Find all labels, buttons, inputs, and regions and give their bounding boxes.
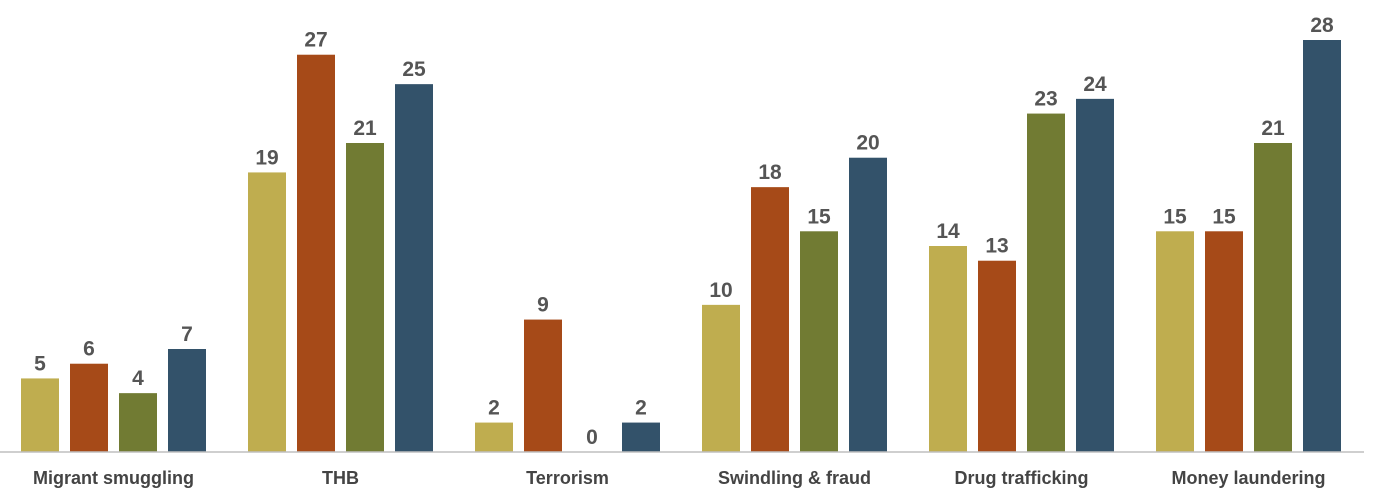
value-label-0-0: 5 [34,352,46,375]
value-label-0-2: 4 [132,367,144,390]
category-label-1: THB [322,468,359,488]
value-label-2-0: 2 [488,397,500,420]
bar-5-2 [1254,143,1292,452]
bar-1-1 [297,54,335,452]
category-label-4: Drug trafficking [954,468,1088,488]
bar-5-1 [1205,231,1243,452]
category-label-5: Money laundering [1171,468,1325,488]
bar-3-2 [800,231,838,452]
bar-2-0 [475,422,513,452]
value-label-3-2: 15 [807,205,831,228]
bar-4-2 [1027,113,1065,453]
bar-5-0 [1156,231,1194,452]
bars-group [21,40,1341,453]
bar-4-3 [1076,98,1114,452]
value-label-1-3: 25 [402,58,426,81]
value-label-5-1: 15 [1212,205,1236,228]
value-label-4-3: 24 [1083,73,1107,96]
value-label-3-0: 10 [709,279,732,302]
bar-0-0 [21,378,59,452]
value-label-5-0: 15 [1163,205,1187,228]
category-label-3: Swindling & fraud [718,468,871,488]
bar-4-1 [978,260,1016,452]
value-label-2-1: 9 [537,294,549,317]
category-labels-group: Migrant smuggling THB Terrorism Swindling &… [33,468,1326,488]
value-label-0-3: 7 [181,323,193,346]
bar-1-2 [346,143,384,452]
value-label-1-2: 21 [353,117,377,140]
value-label-4-1: 13 [985,235,1008,258]
value-label-3-3: 20 [856,132,879,155]
value-label-2-2: 0 [586,426,598,449]
bar-3-0 [702,304,740,452]
value-label-5-3: 28 [1310,14,1334,37]
value-label-3-1: 18 [758,161,782,184]
bar-0-1 [70,363,108,452]
value-label-4-0: 14 [936,220,960,243]
bar-1-0 [248,172,286,452]
bar-3-1 [751,187,789,452]
bar-0-2 [119,393,157,452]
bar-5-3 [1303,40,1341,452]
bar-4-0 [929,246,967,452]
value-label-4-2: 23 [1034,88,1057,111]
category-label-2: Terrorism [526,468,609,488]
bar-2-3 [622,422,660,452]
value-label-1-0: 19 [255,146,278,169]
value-label-1-1: 27 [304,29,327,52]
value-label-5-2: 21 [1261,117,1285,140]
bar-1-3 [395,84,433,453]
category-label-0: Migrant smuggling [33,468,194,488]
bar-2-1 [524,319,562,452]
value-label-0-1: 6 [83,338,95,361]
bar-0-3 [168,349,206,452]
value-label-2-3: 2 [635,397,647,420]
bar-3-3 [849,157,887,452]
